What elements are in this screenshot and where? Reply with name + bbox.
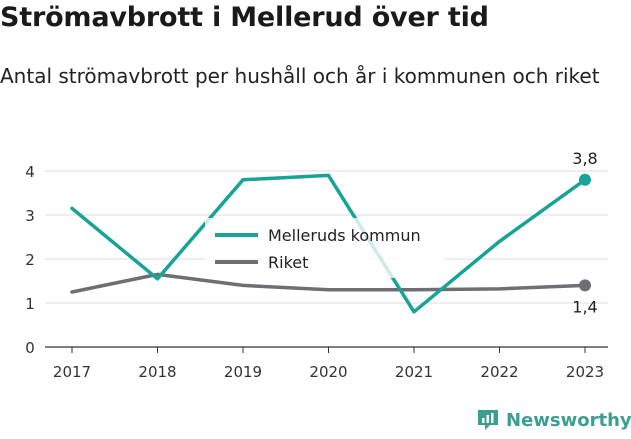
newsworthy-logo-icon <box>478 410 498 430</box>
y-tick-label: 3 <box>25 207 35 225</box>
series-end-point <box>579 173 591 186</box>
end-labels: 3,8 1,4 <box>572 149 597 317</box>
y-axis-ticks: 0 1 2 3 4 <box>25 163 35 357</box>
legend-background <box>205 218 445 278</box>
x-axis-ticks: 2017 2018 2019 2020 2021 2022 2023 <box>53 347 604 381</box>
x-tick-label: 2023 <box>566 363 604 381</box>
series-end-point <box>579 279 591 292</box>
data-label-riket: 1,4 <box>572 297 597 316</box>
series-lines <box>70 173 591 314</box>
series-line-melleruds-kommun <box>70 173 587 314</box>
x-tick-label: 2020 <box>309 363 347 381</box>
data-label-melleruds-kommun: 3,8 <box>572 149 597 168</box>
x-tick-label: 2018 <box>138 363 176 381</box>
x-tick-label: 2021 <box>395 363 433 381</box>
chart-title: Strömavbrott i Mellerud över tid <box>0 2 489 33</box>
brand-name: Newsworthy <box>506 409 631 431</box>
y-tick-label: 0 <box>25 339 35 357</box>
series-line-riket <box>70 272 587 294</box>
legend: Melleruds kommun Riket <box>205 218 445 278</box>
y-tick-label: 1 <box>25 295 35 313</box>
y-tick-label: 2 <box>25 251 35 269</box>
chart-subtitle: Antal strömavbrott per hushåll och år i … <box>0 64 600 88</box>
x-tick-label: 2019 <box>224 363 262 381</box>
legend-label: Riket <box>268 253 308 272</box>
x-tick-label: 2022 <box>480 363 518 381</box>
newsworthy-logo: Newsworthy <box>476 409 631 431</box>
x-tick-label: 2017 <box>53 363 91 381</box>
y-tick-label: 4 <box>25 163 35 181</box>
legend-label: Melleruds kommun <box>268 226 421 245</box>
